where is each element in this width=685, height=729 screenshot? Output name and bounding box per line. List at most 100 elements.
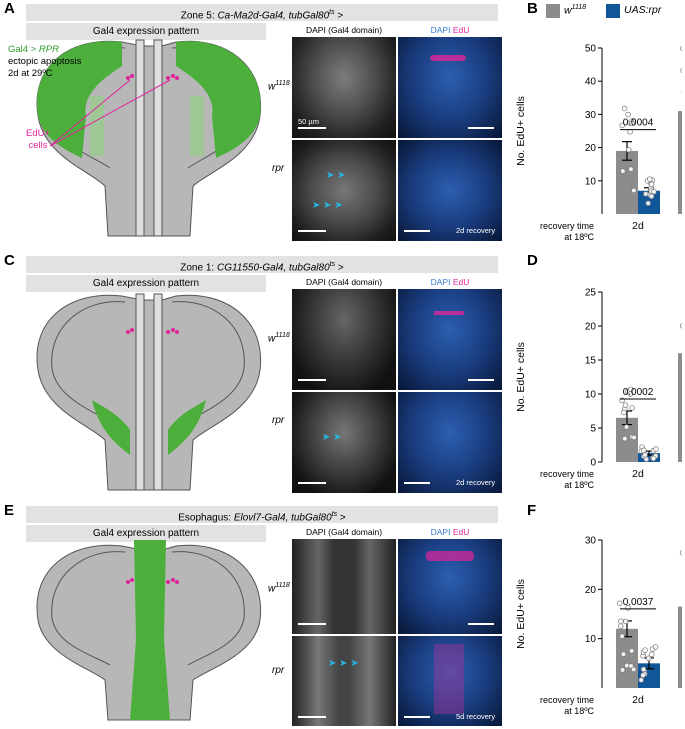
annot-edu: EdU+ cells [26, 128, 50, 152]
y-tick-label: 25 [585, 288, 597, 299]
edu-head-edu: EdU [452, 277, 470, 287]
bar [678, 353, 682, 462]
data-point [651, 189, 657, 195]
y-tick-label: 20 [585, 322, 597, 333]
data-point [642, 647, 648, 653]
data-point [638, 677, 645, 683]
y-tick-label: 10 [585, 176, 597, 187]
p-value: 0.0004 [623, 118, 654, 129]
header-driver: Ca-Ma2d-Gal4, tubGal80 [217, 10, 330, 22]
data-point [623, 424, 630, 430]
data-point [631, 434, 637, 441]
micrograph-edu-control-c [398, 289, 502, 390]
panel-letter-b: B [527, 0, 538, 17]
scalebar-c [298, 379, 326, 381]
data-point [622, 402, 629, 408]
data-point [645, 200, 651, 207]
recovery-label-e: 5d recovery [456, 712, 496, 721]
bar [638, 453, 660, 462]
data-point [620, 651, 627, 657]
dapi-head-a: DAPI (Gal4 domain) [305, 25, 383, 35]
y-tick-label: 20 [585, 143, 597, 154]
edu-head-edu: EdU [452, 527, 470, 537]
micrograph-dapi-control-a: 50 µm [292, 37, 396, 138]
x-axis-label-line1: recovery time [540, 221, 594, 231]
data-point [680, 67, 682, 74]
gal4-label-e: Gal4 expression pattern [26, 525, 266, 542]
micrograph-dapi-rpr-a: ➤ ➤ ➤ ➤ ➤ [292, 140, 396, 241]
x-axis-label-line2: at 18ºC [564, 232, 594, 242]
data-point [619, 633, 625, 640]
header-suffix: > [337, 512, 346, 524]
panel-letter-c: C [4, 252, 15, 269]
annot-edu-line1: EdU+ [26, 128, 51, 139]
micrograph-edu-control-a [398, 37, 502, 138]
data-point [640, 672, 646, 679]
bar [678, 606, 682, 688]
data-point [621, 409, 627, 416]
data-point [640, 666, 647, 673]
p-value: 0.0002 [623, 387, 654, 398]
zone-header-e: Esophagus: Elovl7-Gal4, tubGal80ts > [26, 506, 498, 523]
gal4-label-a: Gal4 expression pattern [26, 23, 266, 40]
p-value: 0.0037 [623, 597, 654, 608]
x-axis-label-line1: recovery time [540, 695, 594, 705]
genotype-bottom-c: rpr [272, 415, 285, 426]
header-suffix: > [335, 262, 344, 274]
scalebar-a [298, 127, 326, 129]
y-axis-label: No. EdU+ cells [515, 96, 527, 166]
data-point [648, 193, 655, 200]
micrograph-dapi-rpr-c: ➤ ➤ [292, 392, 396, 493]
genotype-top-sup: 1118 [275, 582, 290, 589]
data-point [653, 446, 659, 452]
data-point [628, 386, 634, 393]
zone-header-c: Zone 1: CG11550-Gal4, tubGal80ts > [26, 256, 498, 273]
x-axis-label-line2: at 18ºC [564, 480, 594, 490]
micrograph-edu-rpr-a: 2d recovery [398, 140, 502, 241]
genotype-top-e: w1118 [268, 582, 290, 594]
y-tick-label: 40 [585, 77, 597, 88]
header-prefix: Zone 1: [180, 262, 217, 274]
data-point [629, 405, 635, 411]
edu-head-c: DAPI EdU [398, 277, 502, 287]
bar [616, 628, 638, 688]
micrograph-edu-control-e [398, 539, 502, 634]
panel-letter-a: A [4, 0, 15, 17]
header-sup: ts [329, 261, 336, 268]
header-driver: CG11550-Gal4, tubGal80 [216, 262, 330, 274]
micrograph-edu-rpr-e: 5d recovery [398, 636, 502, 726]
data-point [680, 45, 682, 52]
scalebar-rpr-a [298, 230, 326, 232]
genotype-top-sup: 1118 [275, 80, 290, 87]
data-point [643, 456, 650, 463]
scalebar-edu-rpr-c [404, 482, 430, 484]
x-tick-label: 2d [632, 220, 644, 232]
data-point [646, 176, 653, 182]
legend-control-sup: 1118 [571, 4, 587, 11]
tissue-diagram-c [36, 293, 262, 491]
data-point [629, 120, 635, 127]
x-axis-label-line2: at 18ºC [564, 706, 594, 716]
annot-apoptosis-line2: 2d at 29ºC [8, 68, 53, 79]
y-tick-label: 0 [590, 458, 596, 469]
edu-head-a: DAPI EdU [398, 25, 502, 35]
micrograph-dapi-control-c [292, 289, 396, 390]
scalebar-rpr-e [298, 716, 326, 718]
x-tick-label: 2d [632, 468, 644, 480]
data-point [625, 146, 632, 153]
micrograph-dapi-control-e [292, 539, 396, 634]
genotype-top-text: w [268, 583, 276, 595]
tissue-diagram-e [36, 540, 262, 721]
header-driver: Elovl7-Gal4, tubGal80 [233, 512, 332, 524]
data-point [630, 666, 637, 673]
genotype-top-text: w [268, 333, 276, 345]
data-point [616, 600, 623, 607]
data-point [620, 168, 626, 174]
header-sup: ts [329, 9, 335, 16]
genotype-top-text: w [268, 81, 276, 93]
recovery-label-a: 2d recovery [456, 226, 496, 235]
header-prefix: Zone 5: [180, 10, 218, 22]
legend-control: w1118 [564, 4, 586, 17]
